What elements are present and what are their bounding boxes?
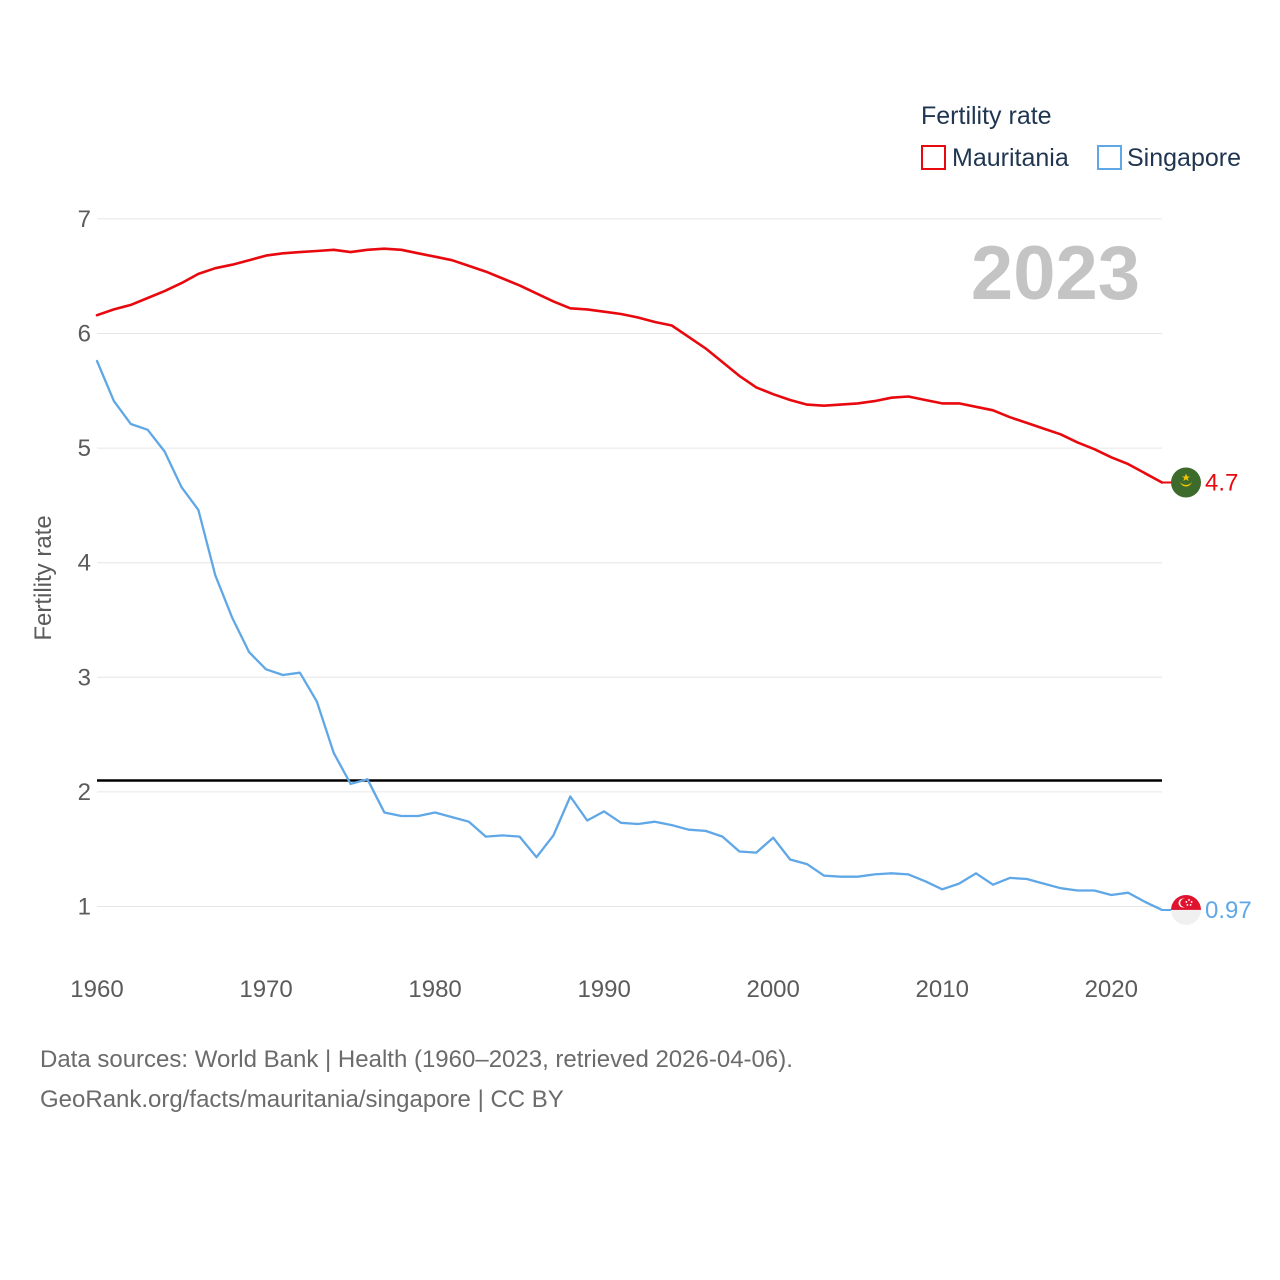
grid <box>97 218 1162 907</box>
legend-swatch-mauritania[interactable] <box>921 145 946 170</box>
y-tick-label-5: 5 <box>78 435 91 462</box>
x-tick-label-2010: 2010 <box>916 976 969 1003</box>
x-tick-label-1970: 1970 <box>239 976 292 1003</box>
legend: Fertility rate Mauritania Singapore <box>921 102 1241 172</box>
y-tick-label-2: 2 <box>78 779 91 806</box>
legend-swatch-singapore[interactable] <box>1097 145 1122 170</box>
mauritania-end-value: 4.7 <box>1205 469 1238 496</box>
singapore-end-value: 0.97 <box>1205 897 1252 924</box>
legend-label-mauritania[interactable]: Mauritania <box>952 144 1069 172</box>
y-axis-title: Fertility rate <box>30 515 57 640</box>
x-tick-label-2000: 2000 <box>746 976 799 1003</box>
x-tick-label-1990: 1990 <box>577 976 630 1003</box>
legend-label-singapore[interactable]: Singapore <box>1127 144 1241 172</box>
data-sources-text: Data sources: World Bank | Health (1960–… <box>40 1046 793 1073</box>
y-tick-label-7: 7 <box>78 206 91 233</box>
series-lines <box>95 247 1186 912</box>
mauritania-flag-icon <box>1171 467 1201 498</box>
x-axis: 1960 1970 1980 1990 2000 2010 2020 <box>70 976 1138 1003</box>
x-tick-label-1960: 1960 <box>70 976 123 1003</box>
y-tick-label-4: 4 <box>78 550 91 577</box>
legend-title: Fertility rate <box>921 102 1052 130</box>
year-label: 2023 <box>971 231 1140 316</box>
source-link[interactable]: GeoRank.org/facts/mauritania/singapore |… <box>40 1086 564 1113</box>
x-tick-label-2020: 2020 <box>1085 976 1138 1003</box>
series-line-mauritania[interactable] <box>95 247 1164 484</box>
y-axis: 1 2 3 4 5 6 7 <box>78 206 91 921</box>
singapore-flag-icon <box>1171 894 1201 925</box>
series-line-singapore[interactable] <box>95 359 1164 912</box>
y-tick-label-1: 1 <box>78 894 91 921</box>
x-tick-label-1980: 1980 <box>408 976 461 1003</box>
y-tick-label-3: 3 <box>78 664 91 691</box>
footer: Data sources: World Bank | Health (1960–… <box>40 1040 793 1120</box>
y-tick-label-6: 6 <box>78 321 91 348</box>
